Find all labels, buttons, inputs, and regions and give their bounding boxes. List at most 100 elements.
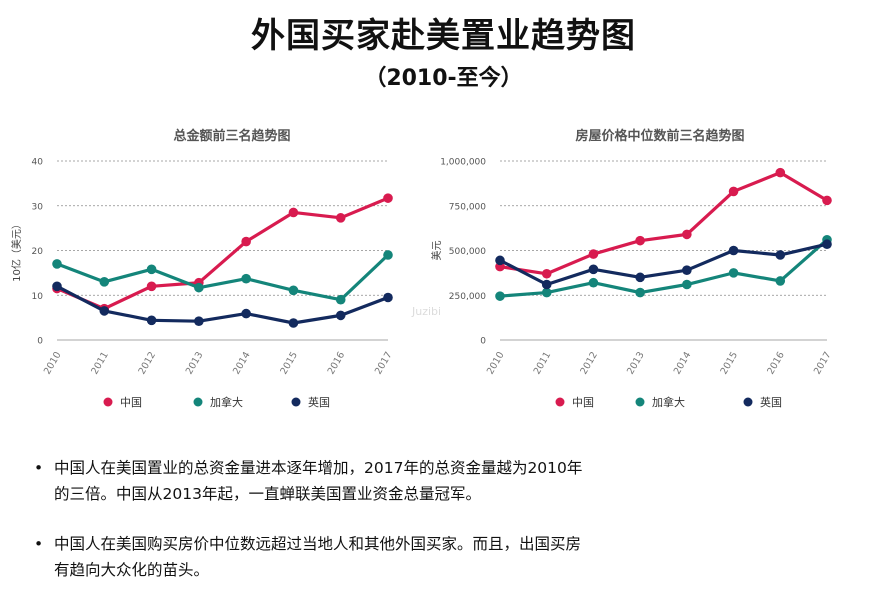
- bullet-list: • 中国人在美国置业的总资金量进本逐年增加，2017年的总资金量越为2010年的…: [34, 455, 594, 607]
- x-tick-label: 2012: [578, 350, 600, 376]
- series-line-2: [55, 253, 390, 302]
- x-tick-label: 2011: [89, 350, 111, 376]
- series-line-1: [498, 171, 829, 276]
- page-title: 外国买家赴美置业趋势图: [251, 16, 636, 56]
- y-tick-label: 20: [32, 247, 44, 257]
- data-point: [775, 167, 786, 178]
- x-tick-label: 2010: [42, 350, 64, 376]
- data-point: [52, 259, 62, 269]
- series-line-1: [55, 196, 390, 311]
- data-point: [588, 277, 599, 288]
- data-point: [335, 213, 346, 223]
- legend-marker: [291, 397, 301, 407]
- y-tick-label: 750,000: [449, 202, 486, 212]
- data-point: [194, 282, 204, 293]
- chart-total-amount: 总金额前三名趋势图 0 10 20 30 40 10亿（美元） 2010 2011 2012 201…: [10, 128, 440, 409]
- data-point: [635, 287, 645, 298]
- data-point: [682, 265, 692, 275]
- data-point: [335, 294, 346, 305]
- y-tick-label: 500,000: [449, 247, 486, 257]
- data-point: [822, 239, 832, 250]
- data-point: [635, 272, 645, 283]
- data-point: [99, 277, 110, 287]
- series-line-3: [498, 242, 829, 287]
- data-point: [288, 285, 299, 296]
- x-tick-label: 2014: [672, 350, 694, 376]
- legend-marker: [103, 397, 113, 407]
- data-point: [541, 268, 552, 279]
- chart-title: 房屋价格中位数前三名趋势图: [575, 128, 744, 144]
- chart-median-price: 房屋价格中位数前三名趋势图 0 250,000 500,000 750,000 1,000…: [430, 128, 834, 409]
- data-point: [728, 268, 739, 278]
- data-point: [241, 308, 251, 319]
- x-tick-label: 2017: [812, 350, 834, 376]
- legend-marker: [743, 397, 753, 407]
- x-tick-label: 2012: [137, 350, 159, 376]
- data-point: [241, 236, 251, 247]
- bullet-text: 中国人在美国购买房价中位数远超过当地人和其他外国买家。而且，出国买房有趋向大众化…: [54, 535, 582, 579]
- x-tick-label: 2015: [278, 350, 300, 376]
- series-line-3: [55, 284, 390, 325]
- data-point: [335, 310, 346, 321]
- series-line-2: [498, 238, 829, 298]
- legend-label: 加拿大: [652, 395, 685, 409]
- x-tick-label: 2010: [485, 350, 507, 376]
- y-tick-label: 40: [32, 158, 44, 168]
- data-point: [682, 279, 692, 290]
- legend-marker: [635, 397, 645, 407]
- data-point: [146, 315, 157, 326]
- data-point: [775, 276, 786, 286]
- data-point: [635, 235, 645, 246]
- x-tick-label: 2015: [719, 350, 741, 376]
- legend-marker: [193, 397, 203, 407]
- legend-label: 加拿大: [210, 395, 243, 409]
- bullet-item-2: • 中国人在美国购买房价中位数远超过当地人和其他外国买家。而且，出国买房有趋向大…: [34, 531, 594, 583]
- legend-label: 中国: [120, 396, 142, 409]
- data-point: [288, 207, 299, 218]
- data-point: [241, 273, 251, 284]
- y-tick-label: 250,000: [449, 292, 486, 302]
- data-point: [588, 264, 599, 275]
- y-tick-label: 10: [32, 292, 44, 302]
- data-point: [495, 255, 505, 266]
- data-point: [52, 281, 62, 292]
- bullet-marker: •: [34, 459, 44, 477]
- data-point: [288, 318, 299, 328]
- data-point: [383, 292, 393, 303]
- y-axis-label: 美元: [430, 241, 443, 261]
- data-point: [541, 279, 552, 290]
- data-point: [99, 306, 110, 316]
- x-tick-label: 2016: [765, 350, 787, 376]
- x-tick-label: 2014: [231, 350, 253, 376]
- data-point: [383, 193, 393, 203]
- data-point: [588, 249, 599, 259]
- data-point: [728, 245, 739, 256]
- data-point: [194, 316, 204, 327]
- bullet-item-1: • 中国人在美国置业的总资金量进本逐年增加，2017年的总资金量越为2010年的…: [34, 455, 594, 507]
- data-point: [146, 281, 157, 292]
- x-tick-label: 2013: [184, 350, 206, 376]
- data-point: [541, 287, 552, 298]
- data-point: [728, 186, 739, 197]
- x-tick-label: 2013: [625, 350, 647, 376]
- data-point: [495, 291, 505, 301]
- x-tick-label: 2016: [326, 350, 348, 376]
- legend-label: 英国: [308, 395, 330, 409]
- bullet-text: 中国人在美国置业的总资金量进本逐年增加，2017年的总资金量越为2010年的三倍…: [54, 459, 583, 503]
- legend-label: 英国: [760, 395, 782, 409]
- y-tick-label: 0: [37, 337, 43, 347]
- data-point: [383, 250, 393, 260]
- watermark-text: Juzibian: [411, 305, 440, 318]
- legend-label: 中国: [572, 396, 594, 409]
- y-axis-label: 10亿（美元）: [10, 219, 23, 282]
- y-tick-label: 1,000,000: [440, 158, 486, 168]
- page-subtitle: （2010-至今）: [364, 66, 523, 91]
- y-tick-label: 30: [32, 202, 44, 212]
- legend-marker: [555, 397, 565, 407]
- data-point: [822, 195, 832, 206]
- data-point: [682, 229, 692, 240]
- x-tick-label: 2017: [373, 350, 395, 376]
- data-point: [146, 264, 157, 275]
- y-tick-label: 0: [480, 337, 486, 347]
